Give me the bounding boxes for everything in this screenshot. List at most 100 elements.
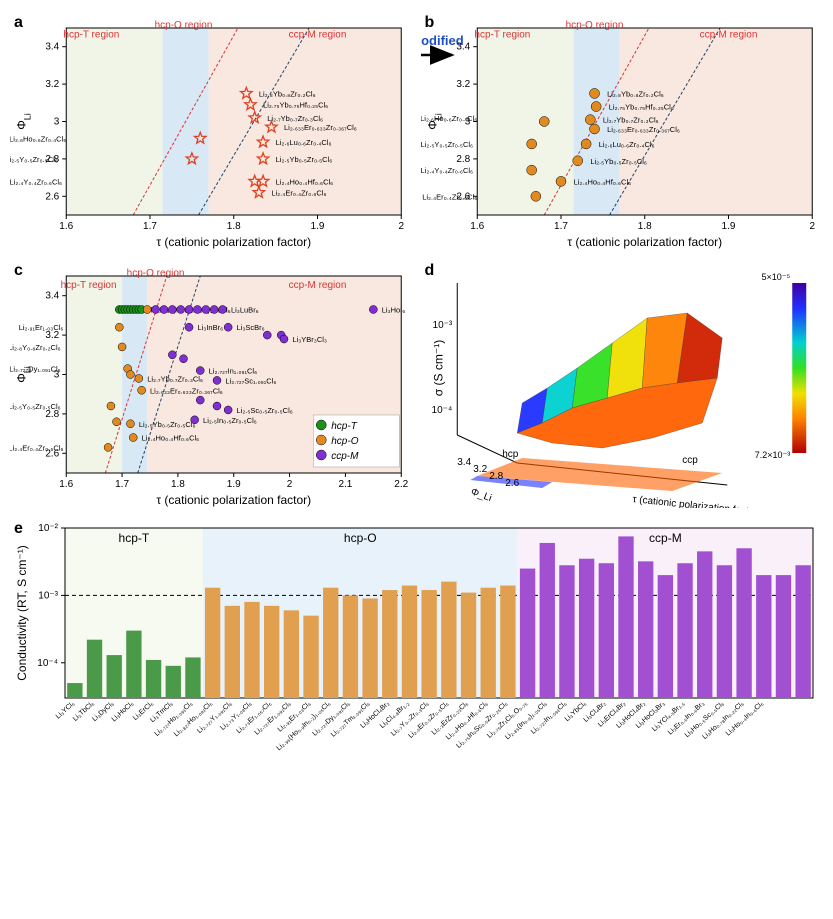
svg-text:1.6: 1.6 <box>59 479 73 490</box>
svg-text:Li₃HoCl₆: Li₃HoCl₆ <box>111 700 136 723</box>
svg-text:2.8: 2.8 <box>489 471 503 482</box>
svg-text:ccp-M: ccp-M <box>649 531 682 545</box>
svg-text:1.9: 1.9 <box>311 221 325 232</box>
panel-b-svg: Modified 1.61.71.81.922.62.833.23.4τ (ca… <box>421 10 824 250</box>
svg-text:5×10⁻⁵: 5×10⁻⁵ <box>761 272 790 282</box>
svg-text:Li₂.₆₃₃Er₀.₆₃₃Zr₀.₃₆₇Cl₆: Li₂.₆₃₃Er₀.₆₃₃Zr₀.₃₆₇Cl₆ <box>607 125 680 134</box>
svg-text:Li₂.₇Yb₀.₇Zr₀.₃Cl₆: Li₂.₇Yb₀.₇Zr₀.₃Cl₆ <box>147 374 203 383</box>
svg-text:Li₂.₄Er₀.₄Zr₀.₆Cl₆: Li₂.₄Er₀.₄Zr₀.₆Cl₆ <box>271 189 326 198</box>
svg-text:10⁻²: 10⁻² <box>38 523 58 534</box>
svg-text:10⁻⁴: 10⁻⁴ <box>37 658 58 669</box>
panel-b: b Modified 1.61.71.81.922.62.833.23.4τ (… <box>421 10 824 250</box>
svg-text:τ (cationic polarization facto: τ (cationic polarization factor) <box>156 235 311 249</box>
svg-text:Li₂.₇₅Yb₀.₇₅Hf₀.₂₅Cl₆: Li₂.₇₅Yb₀.₇₅Hf₀.₂₅Cl₆ <box>608 103 673 112</box>
svg-text:1.8: 1.8 <box>637 221 651 232</box>
svg-text:Li₂.₅Y₀.₅Zr₀.₅Cl₆: Li₂.₅Y₀.₅Zr₀.₅Cl₆ <box>421 140 473 149</box>
svg-text:7.2×10⁻³: 7.2×10⁻³ <box>754 450 790 460</box>
svg-text:Li₂.₄Ho₀.₄Hf₀.₆Cl₆: Li₂.₄Ho₀.₄Hf₀.₆Cl₆ <box>573 177 631 186</box>
svg-text:ccp-M: ccp-M <box>331 451 359 462</box>
svg-text:Li₂.₄Y₀.₄Zr₀.₆Cl₆: Li₂.₄Y₀.₄Zr₀.₆Cl₆ <box>10 177 62 186</box>
panel-a-label: a <box>14 14 23 32</box>
svg-text:Li₂.₇Yb₀.₇Zr₀.₃Cl₆: Li₂.₇Yb₀.₇Zr₀.₃Cl₆ <box>602 116 658 125</box>
panel-e: e hcp-Thcp-Occp-M10⁻⁴10⁻³10⁻²Conductivit… <box>10 516 823 786</box>
svg-text:Li₂.₅In₀.₅Zr₀.₅Cl₆: Li₂.₅In₀.₅Zr₀.₅Cl₆ <box>203 416 257 425</box>
svg-text:Li₂.₄Y₀.₄Zr₀.₆Cl₆: Li₂.₄Y₀.₄Zr₀.₆Cl₆ <box>421 166 473 175</box>
svg-text:2.8: 2.8 <box>456 154 470 165</box>
svg-text:hcp-T region: hcp-T region <box>63 29 119 40</box>
svg-text:τ (cationic polarization facto: τ (cationic polarization factor) <box>567 235 722 249</box>
svg-text:Li₂.₄Er₀.₄Zr₀.₆Cl₆: Li₂.₄Er₀.₄Zr₀.₆Cl₆ <box>422 192 477 201</box>
svg-text:2: 2 <box>809 221 815 232</box>
svg-text:Li₂.₇₂₇Sc₁.₀₉₁Cl₆: Li₂.₇₂₇Sc₁.₀₉₁Cl₆ <box>225 376 276 385</box>
svg-text:3.4: 3.4 <box>45 42 59 53</box>
svg-text:Li₂.₇₂₇In₁.₀₉₁Cl₆: Li₂.₇₂₇In₁.₀₉₁Cl₆ <box>209 367 258 376</box>
svg-text:1.9: 1.9 <box>721 221 735 232</box>
svg-text:Conductivity (RT, S cm⁻¹): Conductivity (RT, S cm⁻¹) <box>15 545 29 680</box>
panel-a: a 1.61.71.81.922.62.833.23.4τ (cationic … <box>10 10 413 250</box>
svg-text:1.7: 1.7 <box>115 479 129 490</box>
panel-d-svg: 5×10⁻⁵ 7.2×10⁻³ σ (S cm⁻¹) 10⁻³ 10⁻⁴ hcp ccp Φ_… <box>421 258 824 508</box>
svg-text:2: 2 <box>287 479 293 490</box>
svg-text:2.1: 2.1 <box>338 479 352 490</box>
panel-d-label: d <box>425 262 435 280</box>
svg-text:1.7: 1.7 <box>554 221 568 232</box>
panel-b-label: b <box>425 14 435 32</box>
svg-text:hcp-O region: hcp-O region <box>565 20 623 31</box>
panel-c-svg: 1.61.71.81.922.12.22.62.833.23.4τ (catio… <box>10 258 413 508</box>
svg-text:Li₂.₈Y₀.₈Zr₀.₂Cl₆: Li₂.₈Y₀.₈Zr₀.₂Cl₆ <box>10 343 61 352</box>
svg-text:hcp: hcp <box>502 449 519 460</box>
svg-text:Li₃ScBr₆: Li₃ScBr₆ <box>237 323 265 332</box>
svg-text:Li₃HoI₆: Li₃HoI₆ <box>382 305 406 314</box>
svg-text:Li₂.₄Ho₀.₄Hf₀.₆Cl₆: Li₂.₄Ho₀.₄Hf₀.₆Cl₆ <box>276 177 334 186</box>
svg-text:Li₃YBr₃Cl₃: Li₃YBr₃Cl₃ <box>292 335 327 344</box>
panel-a-svg: 1.61.71.81.922.62.833.23.4τ (cationic po… <box>10 10 413 250</box>
svg-text:Li₂.₆₃₃Er₀.₆₃₃Zr₀.₃₆₇Cl₆: Li₂.₆₃₃Er₀.₆₃₃Zr₀.₃₆₇Cl₆ <box>150 386 223 395</box>
svg-text:τ (cationic polarization facto: τ (cationic polarization factor) <box>156 493 311 507</box>
svg-text:10⁻⁴: 10⁻⁴ <box>431 405 452 416</box>
svg-text:Li₂.₆Lu₀.₆Zr₀.₄Cl₆: Li₂.₆Lu₀.₆Zr₀.₄Cl₆ <box>276 138 332 147</box>
svg-text:2.6: 2.6 <box>45 191 59 202</box>
svg-text:Li₂.₇₂₇Dy₁.₀₉₁Cl₆: Li₂.₇₂₇Dy₁.₀₉₁Cl₆ <box>10 365 61 374</box>
svg-text:Li₂.₆Ho₀.₆Zr₀.₄Cl₆: Li₂.₆Ho₀.₆Zr₀.₄Cl₆ <box>421 114 477 123</box>
svg-text:10⁻³: 10⁻³ <box>432 320 452 331</box>
panel-d: d 5×10⁻⁵ 7.2×10⁻³ σ (S cm⁻¹) 10⁻³ 10⁻⁴ hcp ccp… <box>421 258 824 508</box>
svg-text:Li₂.₇Yb₀.₇Zr₀.₃Cl₆: Li₂.₇Yb₀.₇Zr₀.₃Cl₆ <box>267 114 323 123</box>
svg-text:1.9: 1.9 <box>227 479 241 490</box>
svg-text:3: 3 <box>54 117 60 128</box>
svg-text:Li₂.₅Y₀.₅Zr₀.₅Cl₆: Li₂.₅Y₀.₅Zr₀.₅Cl₆ <box>10 155 58 164</box>
svg-text:Li₂.₈Yb₀.₈Zr₀.₂Cl₆: Li₂.₈Yb₀.₈Zr₀.₂Cl₆ <box>607 89 664 98</box>
svg-text:ccp: ccp <box>682 455 698 466</box>
panel-e-label: e <box>14 520 23 538</box>
svg-text:Li₂.₅Sc₀.₅Zr₀.₅Cl₆: Li₂.₅Sc₀.₅Zr₀.₅Cl₆ <box>237 406 293 415</box>
svg-text:Li₂.₅Yb₀.₅Zr₀.₅Cl₆: Li₂.₅Yb₀.₅Zr₀.₅Cl₆ <box>139 420 196 429</box>
svg-text:2.2: 2.2 <box>394 479 408 490</box>
svg-text:σ (S cm⁻¹): σ (S cm⁻¹) <box>431 340 445 396</box>
svg-text:Φ_Li: Φ_Li <box>469 486 493 504</box>
figure: a 1.6 1.7 1.8 1.9 2 2.6 2.8 3 3.2 3.4 τ (cationic … <box>0 0 833 796</box>
svg-text:hcp-O region: hcp-O region <box>127 268 185 279</box>
svg-text:Li₂.₇₅Yb₀.₇₅Hf₀.₂₅Cl₆: Li₂.₇₅Yb₀.₇₅Hf₀.₂₅Cl₆ <box>263 101 328 110</box>
svg-text:2: 2 <box>398 221 404 232</box>
panel-c-label: c <box>14 262 23 280</box>
svg-text:3.2: 3.2 <box>456 79 470 90</box>
svg-text:Li₂.₆Ho₀.₆Zr₀.₄Cl₆: Li₂.₆Ho₀.₆Zr₀.₄Cl₆ <box>10 134 66 143</box>
svg-text:3.4: 3.4 <box>457 457 471 468</box>
svg-text:1.6: 1.6 <box>470 221 484 232</box>
svg-text:ccp-M region: ccp-M region <box>289 280 347 291</box>
svg-text:Li₂.₄Er₀.₄Zr₀.₆Cl₆: Li₂.₄Er₀.₄Zr₀.₆Cl₆ <box>10 443 63 452</box>
svg-text:1.8: 1.8 <box>227 221 241 232</box>
svg-text:hcp-T: hcp-T <box>119 531 150 545</box>
svg-text:Li₂.₆₃₃Er₀.₆₃₃Zr₀.₃₆₇Cl₆: Li₂.₆₃₃Er₀.₆₃₃Zr₀.₃₆₇Cl₆ <box>284 123 357 132</box>
svg-text:Li₂.₄Ho₀.₄Hf₀.₆Cl₆: Li₂.₄Ho₀.₄Hf₀.₆Cl₆ <box>142 434 200 443</box>
svg-text:hcp-O: hcp-O <box>344 531 377 545</box>
panel-c: c 1.61.71.81.922.12.22.62.833.23.4τ (cat… <box>10 258 413 508</box>
svg-text:1.6: 1.6 <box>59 221 73 232</box>
svg-text:Li₂.₅Yb₀.₅Zr₀.₅Cl₆: Li₂.₅Yb₀.₅Zr₀.₅Cl₆ <box>276 155 333 164</box>
svg-text:ccp-M region: ccp-M region <box>699 29 757 40</box>
svg-text:hcp-O region: hcp-O region <box>155 20 213 31</box>
svg-text:Li₂.₉₁Er₁.₀₃Cl₆: Li₂.₉₁Er₁.₀₃Cl₆ <box>19 323 64 332</box>
svg-text:3.4: 3.4 <box>45 291 59 302</box>
panel-e-svg: hcp-Thcp-Occp-M10⁻⁴10⁻³10⁻²Conductivity … <box>10 516 823 786</box>
svg-text:1.7: 1.7 <box>143 221 157 232</box>
svg-text:Li₃InBr₆: Li₃InBr₆ <box>197 323 223 332</box>
